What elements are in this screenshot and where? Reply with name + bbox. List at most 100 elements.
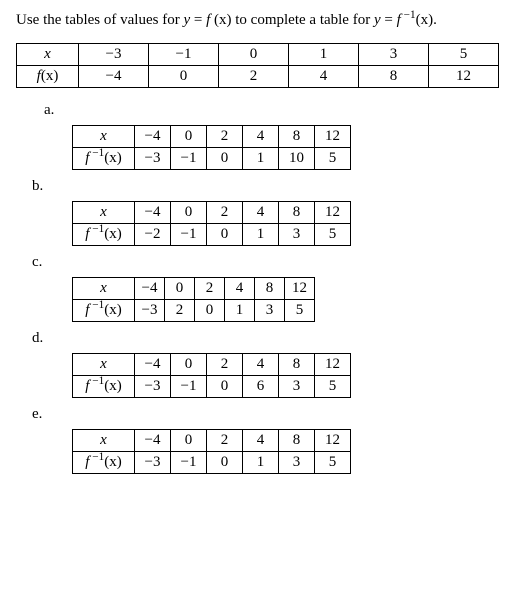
- finv-sup: −1: [89, 147, 104, 159]
- choice-d-finv-1: −1: [171, 376, 207, 398]
- choice-c-label: c.: [32, 254, 502, 271]
- choice-b-finv-1: −1: [171, 224, 207, 246]
- prompt-line: Use the tables of values for y = f (x) t…: [16, 12, 502, 29]
- eq2-mid: =: [384, 12, 396, 28]
- table-row: f −1(x) −3 −1 0 6 3 5: [73, 376, 351, 398]
- choice-b-x-5: 12: [315, 202, 351, 224]
- choice-e-finv-3: 1: [243, 452, 279, 474]
- eq2-lhs: y: [374, 12, 381, 28]
- table-row: f(x) −4 0 2 4 8 12: [17, 66, 499, 88]
- choice-a: a. x −4 0 2 4 8 12 f −1(x) −3 −1 0 1 10 …: [16, 102, 502, 170]
- choice-d-finv-4: 3: [279, 376, 315, 398]
- choice-e-x-0: −4: [135, 430, 171, 452]
- given-fx-1: 0: [149, 66, 219, 88]
- given-fx-3: 4: [289, 66, 359, 88]
- choice-a-finv-0: −3: [135, 148, 171, 170]
- choice-b-x-2: 2: [207, 202, 243, 224]
- choice-c-x-0: −4: [135, 278, 165, 300]
- choice-c-x-5: 12: [285, 278, 315, 300]
- choice-b-x-label: x: [100, 204, 107, 220]
- choice-a-label: a.: [44, 102, 502, 119]
- finv-sup: −1: [89, 375, 104, 387]
- choice-c-finv-4: 3: [255, 300, 285, 322]
- prompt-text-mid: to complete a table for: [235, 12, 374, 28]
- finv-sup: −1: [89, 299, 104, 311]
- choice-e-finv-0: −3: [135, 452, 171, 474]
- choice-e-finv-1: −1: [171, 452, 207, 474]
- choice-c-finv-label: f −1(x): [73, 300, 135, 322]
- table-row: f −1(x) −3 −1 0 1 3 5: [73, 452, 351, 474]
- eq1-f: f: [206, 12, 210, 28]
- eq2-arg: (x).: [416, 12, 437, 28]
- given-x-1: −1: [149, 44, 219, 66]
- given-x-0: −3: [79, 44, 149, 66]
- choice-e-x-2: 2: [207, 430, 243, 452]
- choice-a-finv-5: 5: [315, 148, 351, 170]
- choice-c-x-1: 0: [165, 278, 195, 300]
- choice-b-finv-5: 5: [315, 224, 351, 246]
- choice-a-x-1: 0: [171, 126, 207, 148]
- eq1-lhs: y: [183, 12, 190, 28]
- choice-e-finv-4: 3: [279, 452, 315, 474]
- choice-e-finv-5: 5: [315, 452, 351, 474]
- table-row: f −1(x) −2 −1 0 1 3 5: [73, 224, 351, 246]
- choice-d-finv-0: −3: [135, 376, 171, 398]
- choice-b: b. x −4 0 2 4 8 12 f −1(x) −2 −1 0 1 3 5: [16, 178, 502, 246]
- finv-sup: −1: [89, 451, 104, 463]
- choice-d-x-3: 4: [243, 354, 279, 376]
- given-fx-4: 8: [359, 66, 429, 88]
- given-x-4: 3: [359, 44, 429, 66]
- choice-b-finv-2: 0: [207, 224, 243, 246]
- choice-d-table: x −4 0 2 4 8 12 f −1(x) −3 −1 0 6 3 5: [72, 353, 351, 398]
- choice-c-finv-3: 1: [225, 300, 255, 322]
- choice-d-finv-3: 6: [243, 376, 279, 398]
- table-row: x −4 0 2 4 8 12: [73, 202, 351, 224]
- choice-a-x-label: x: [100, 128, 107, 144]
- choice-b-finv-4: 3: [279, 224, 315, 246]
- choice-a-finv-2: 0: [207, 148, 243, 170]
- choice-a-table: x −4 0 2 4 8 12 f −1(x) −3 −1 0 1 10 5: [72, 125, 351, 170]
- choice-d: d. x −4 0 2 4 8 12 f −1(x) −3 −1 0 6 3 5: [16, 330, 502, 398]
- choice-b-x-0: −4: [135, 202, 171, 224]
- finv-sup: −1: [89, 223, 104, 235]
- choice-c-x-4: 8: [255, 278, 285, 300]
- choice-a-finv-4: 10: [279, 148, 315, 170]
- choice-d-label: d.: [32, 330, 502, 347]
- given-fx-5: 12: [429, 66, 499, 88]
- given-fx-label: f(x): [17, 66, 79, 88]
- choice-d-x-1: 0: [171, 354, 207, 376]
- choice-b-x-3: 4: [243, 202, 279, 224]
- choice-d-finv-5: 5: [315, 376, 351, 398]
- choice-a-x-4: 8: [279, 126, 315, 148]
- given-x-3: 1: [289, 44, 359, 66]
- finv-arg: (x): [104, 226, 122, 242]
- choice-e-finv-2: 0: [207, 452, 243, 474]
- given-table: x −3 −1 0 1 3 5 f(x) −4 0 2 4 8 12: [16, 43, 499, 88]
- choice-a-finv-1: −1: [171, 148, 207, 170]
- eq1-arg: (x): [214, 12, 232, 28]
- choice-a-finv-3: 1: [243, 148, 279, 170]
- choice-d-x-label: x: [100, 356, 107, 372]
- choice-b-finv-0: −2: [135, 224, 171, 246]
- choice-e-table: x −4 0 2 4 8 12 f −1(x) −3 −1 0 1 3 5: [72, 429, 351, 474]
- given-fx-2: 2: [219, 66, 289, 88]
- choice-c-x-label: x: [100, 280, 107, 296]
- choice-b-x-4: 8: [279, 202, 315, 224]
- choice-d-x-4: 8: [279, 354, 315, 376]
- choice-c-x-3: 4: [225, 278, 255, 300]
- choice-e-x-5: 12: [315, 430, 351, 452]
- choice-c-finv-0: −3: [135, 300, 165, 322]
- choice-d-x-2: 2: [207, 354, 243, 376]
- choice-a-x-0: −4: [135, 126, 171, 148]
- choice-a-x-2: 2: [207, 126, 243, 148]
- finv-arg: (x): [104, 302, 122, 318]
- choice-a-x-5: 12: [315, 126, 351, 148]
- choice-e-x-4: 8: [279, 430, 315, 452]
- choice-c-finv-1: 2: [165, 300, 195, 322]
- choice-b-table: x −4 0 2 4 8 12 f −1(x) −2 −1 0 1 3 5: [72, 201, 351, 246]
- choice-d-x-5: 12: [315, 354, 351, 376]
- prompt-text-pre: Use the tables of values for: [16, 12, 183, 28]
- choice-a-x-3: 4: [243, 126, 279, 148]
- finv-arg: (x): [104, 378, 122, 394]
- fx-arg: (x): [41, 68, 59, 84]
